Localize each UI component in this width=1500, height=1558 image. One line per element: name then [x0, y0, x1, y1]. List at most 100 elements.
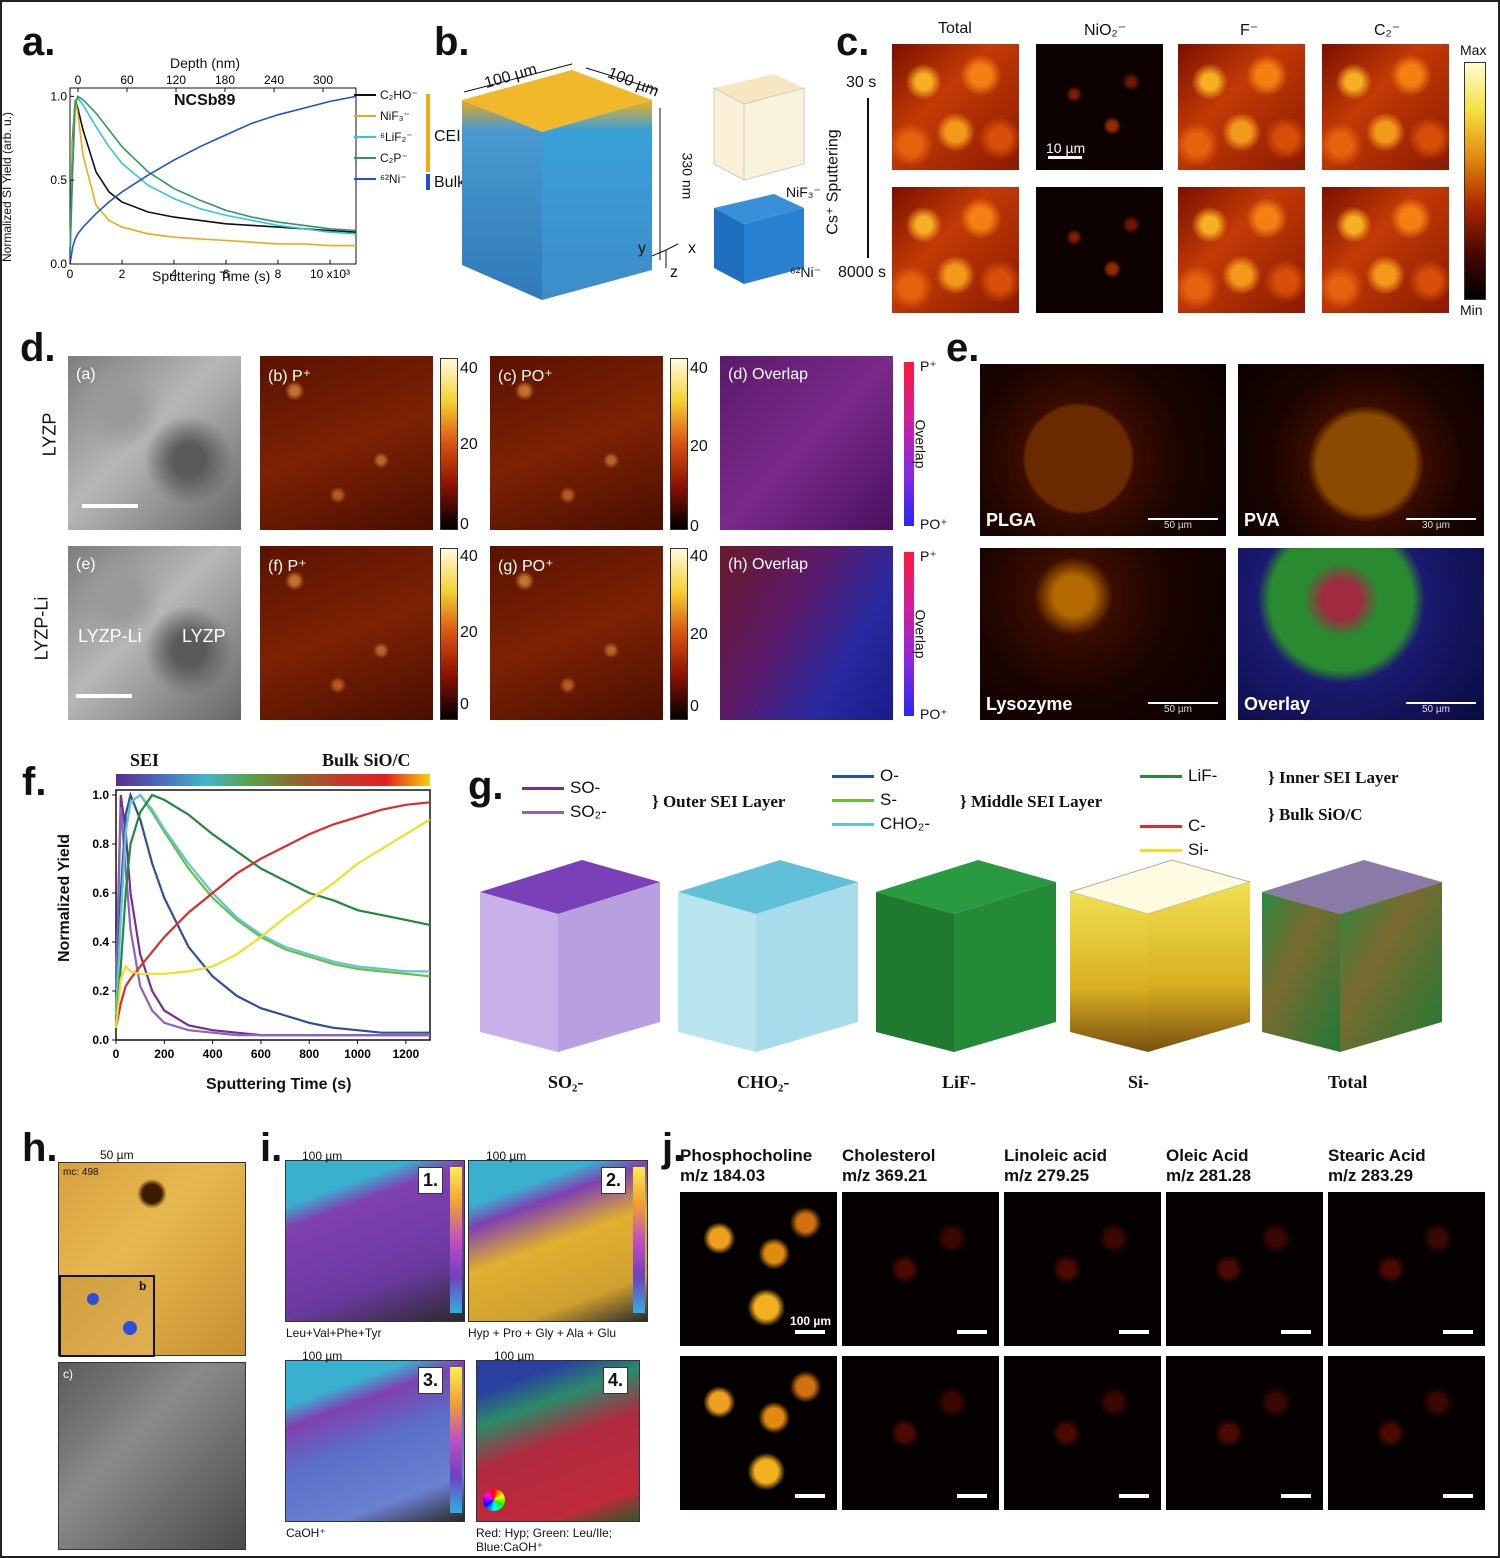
j-scalebar — [1119, 1494, 1149, 1498]
j-scalebar — [1119, 1330, 1149, 1334]
f-series-7 — [114, 818, 431, 1028]
h-inset: b — [59, 1275, 155, 1357]
h-scale: 50 µm — [100, 1148, 134, 1162]
j-tile — [1004, 1356, 1161, 1510]
a-series-1 — [69, 99, 356, 256]
a-xtick: 10 x10³ — [310, 267, 350, 281]
cube-lif — [876, 860, 1056, 1052]
h-blue-dot-2 — [123, 1321, 137, 1335]
g-legend-item: O- — [832, 766, 899, 786]
a-series-4 — [69, 95, 357, 265]
nif3-label: NiF₃⁻ — [786, 184, 821, 200]
a-ytick: 0.0 — [50, 257, 67, 271]
a-ytick: 1.0 — [50, 89, 67, 103]
panel-i-label: i. — [260, 1126, 283, 1170]
d-colorbar-4 — [670, 548, 688, 720]
panel-a-frame — [69, 87, 357, 265]
panel-f-frame — [115, 789, 431, 1041]
row-lyzp-li: LYZP-Li — [31, 596, 52, 661]
i-tile-4: 4. — [476, 1360, 640, 1522]
j-col-header: Oleic Acid m/z 281.28 — [1166, 1146, 1252, 1185]
j-scalebar — [1281, 1330, 1311, 1334]
j-tile — [1328, 1192, 1485, 1346]
a-legend-item: NiF₃⁻ — [354, 109, 410, 123]
a-legend-item: ⁶LiF₂⁻ — [354, 130, 413, 144]
g-group-label: } Middle SEI Layer — [960, 792, 1103, 811]
cei-bracket — [426, 94, 430, 172]
g-group-label: } Bulk SiO/C — [1268, 805, 1363, 824]
i-tile-2: 2. — [468, 1160, 648, 1322]
c-tile-total-8000s — [892, 187, 1019, 313]
j-scalebar — [1281, 1494, 1311, 1498]
time-top: 30 s — [846, 74, 877, 91]
cube-total — [1262, 860, 1442, 1052]
d-colorbar-3 — [440, 548, 458, 720]
j-tile — [680, 1356, 837, 1510]
h-tile-top: mc: 498 b — [58, 1162, 246, 1357]
cube-si — [1068, 859, 1252, 1052]
axis-x: x — [688, 240, 696, 257]
d-tile-g: (g) PO⁺ — [490, 546, 663, 720]
panel-a-xlabel: Sputtering Time (s) — [152, 268, 271, 284]
sample-label: NCSb89 — [174, 92, 236, 109]
j-tile — [1166, 1192, 1323, 1346]
d-colorbar-1 — [440, 358, 458, 530]
rgb-wheel-icon — [483, 1489, 505, 1511]
f-xtick: 1200 — [392, 1047, 419, 1061]
f-colorbar — [116, 774, 430, 786]
j-scalebar — [1443, 1494, 1473, 1498]
j-tile: 100 µm — [680, 1192, 837, 1346]
a-xtick: 0 — [67, 267, 74, 281]
j-scalebar — [1443, 1330, 1473, 1334]
d-tile-h: (h) Overlap — [720, 546, 893, 720]
a-toptick: 60 — [120, 73, 134, 87]
j-col-header: Stearic Acid m/z 283.29 — [1328, 1146, 1426, 1185]
c-colorbar — [1464, 62, 1486, 300]
col-nio2: NiO₂⁻ — [1084, 22, 1127, 39]
f-ytick: 0.4 — [92, 935, 109, 949]
c-tile-total-30s — [892, 44, 1019, 170]
col-f: F⁻ — [1240, 22, 1259, 39]
panel-b-label: b. — [434, 20, 470, 64]
panel-d-label: d. — [20, 326, 56, 370]
d-ov-colorbar-1 — [904, 362, 914, 526]
row-lyzp: LYZP — [39, 412, 60, 457]
axis-y: y — [638, 240, 646, 257]
i-tile-1: 1. — [285, 1160, 465, 1322]
g-legend-item: CHO₂- — [832, 814, 930, 834]
bar-bulk: Bulk SiO/C — [322, 750, 411, 770]
a-series-3 — [69, 95, 357, 256]
f-ytick: 0.2 — [92, 984, 109, 998]
a-toptick: 0 — [75, 73, 82, 87]
panel-j-label: j. — [662, 1126, 685, 1170]
a-toptick: 240 — [264, 73, 284, 87]
panel-e-label: e. — [946, 326, 980, 370]
g-group-label: } Inner SEI Layer — [1268, 768, 1399, 787]
f-ytick: 1.0 — [92, 788, 109, 802]
bulk-bracket — [426, 174, 430, 190]
j-scalebar — [795, 1494, 825, 1498]
cb-max-label: Max — [1460, 42, 1487, 58]
e-tile-plga: PLGA 50 µm — [980, 364, 1226, 536]
a-xtick: 6 — [223, 267, 230, 281]
j-col-header: Cholesterol m/z 369.21 — [842, 1146, 936, 1185]
panel-f-xlabel: Sputtering Time (s) — [206, 1076, 352, 1093]
e-tile-pva: PVA 30 µm — [1238, 364, 1484, 536]
g-legend-item: C- — [1140, 816, 1206, 836]
j-tile — [1004, 1192, 1161, 1346]
j-scale-label: 100 µm — [790, 1314, 831, 1328]
d-tile-f: (f) P⁺ — [260, 546, 433, 720]
f-xtick: 600 — [251, 1047, 271, 1061]
a-series-2 — [69, 96, 357, 256]
c-tile-nio2-8000s — [1036, 187, 1163, 313]
panel-c-label: c. — [836, 20, 870, 64]
d-scalebar-1 — [82, 504, 138, 508]
a-toptick: 300 — [313, 73, 333, 87]
panel-g-label: g. — [468, 764, 504, 808]
dim-arrow-2 — [585, 67, 659, 91]
f-series-1 — [114, 807, 430, 1037]
j-scalebar — [957, 1494, 987, 1498]
big-cube-left — [462, 100, 542, 300]
time-bottom: 8000 s — [838, 264, 887, 281]
